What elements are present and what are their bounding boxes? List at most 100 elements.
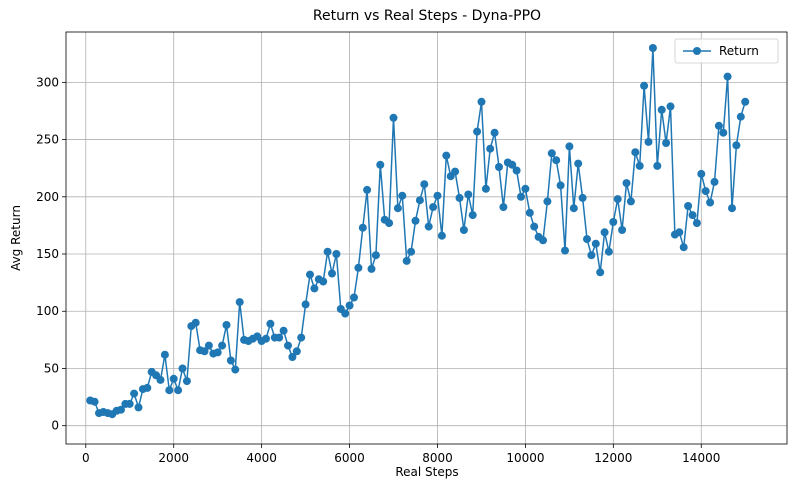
data-point — [618, 226, 627, 234]
data-point — [389, 113, 398, 122]
data-point — [569, 204, 578, 213]
plot-area — [86, 44, 750, 419]
data-point — [156, 375, 165, 384]
data-point — [393, 204, 402, 213]
data-point — [275, 333, 284, 342]
data-point — [262, 334, 270, 343]
data-point — [407, 247, 416, 256]
data-point — [583, 235, 591, 244]
data-point — [679, 243, 688, 252]
data-point — [521, 184, 530, 193]
data-point — [371, 251, 380, 260]
data-point — [266, 319, 275, 328]
data-point — [165, 386, 174, 395]
data-point — [222, 321, 231, 329]
y-axis-label: Avg Return — [9, 205, 23, 271]
data-point — [226, 356, 235, 365]
data-point — [640, 81, 649, 90]
data-point — [609, 218, 618, 226]
data-point — [376, 160, 385, 169]
y-axis-ticks: 0 50 100 150 200 250 300 — [36, 75, 66, 433]
data-point — [596, 268, 605, 277]
data-point — [332, 250, 341, 258]
data-point — [631, 148, 640, 157]
x-tick-label: 10000 — [506, 451, 544, 465]
data-point — [626, 197, 635, 206]
data-point — [477, 97, 486, 106]
data-point — [710, 177, 719, 186]
data-point — [547, 149, 556, 158]
data-point — [653, 161, 662, 170]
data-point — [310, 284, 319, 293]
data-point — [468, 211, 477, 220]
data-point — [622, 179, 631, 188]
x-tick-label: 4000 — [246, 451, 277, 465]
data-point — [578, 193, 587, 202]
x-axis-ticks: 0 2000 4000 6000 8000 10000 12000 14000 — [82, 444, 720, 465]
x-tick-label: 6000 — [334, 451, 365, 465]
x-tick-label: 8000 — [422, 451, 453, 465]
data-point — [429, 203, 438, 212]
data-point — [213, 348, 222, 357]
y-tick-label: 0 — [51, 419, 59, 433]
data-point — [692, 219, 701, 228]
data-point — [306, 270, 314, 279]
data-point — [363, 185, 372, 194]
data-point — [495, 163, 503, 171]
data-point — [433, 191, 442, 200]
legend-box — [674, 38, 779, 64]
data-point — [539, 236, 547, 245]
data-point — [666, 102, 675, 111]
legend: Return — [674, 38, 779, 64]
data-point — [442, 151, 451, 160]
data-point — [561, 246, 569, 255]
x-tick-label: 2000 — [158, 451, 189, 465]
data-point — [565, 142, 574, 151]
y-tick-label: 200 — [36, 190, 59, 204]
data-point — [473, 127, 482, 136]
data-point — [552, 156, 561, 165]
data-point — [543, 197, 552, 206]
data-point — [508, 160, 517, 169]
data-point — [556, 181, 565, 190]
data-point — [684, 202, 693, 210]
data-point — [301, 300, 310, 309]
data-point — [182, 377, 191, 386]
data-point — [499, 203, 508, 212]
data-point — [204, 341, 213, 350]
data-point — [134, 403, 143, 412]
series-line-return — [90, 47, 746, 416]
data-point — [688, 211, 697, 220]
data-point — [235, 298, 244, 307]
data-point — [714, 121, 723, 130]
data-point — [486, 144, 495, 153]
data-point — [736, 112, 745, 121]
data-point — [732, 141, 741, 150]
legend-marker-swatch — [693, 47, 701, 55]
data-point — [130, 389, 139, 398]
data-point — [525, 208, 534, 217]
data-point — [723, 72, 732, 81]
data-point — [662, 139, 671, 147]
y-tick-label: 100 — [36, 304, 59, 318]
data-point — [490, 128, 499, 137]
data-point — [402, 256, 411, 265]
legend-label-return: Return — [719, 44, 759, 58]
data-point — [657, 105, 666, 114]
data-point — [160, 350, 169, 359]
data-point — [530, 222, 539, 231]
data-point — [648, 44, 657, 52]
data-point — [424, 222, 433, 231]
data-point — [481, 184, 490, 193]
data-point — [231, 365, 240, 374]
chart-title: Return vs Real Steps - Dyna-PPO — [313, 8, 541, 24]
data-point — [706, 198, 715, 207]
y-tick-label: 300 — [36, 75, 59, 89]
data-point — [341, 309, 350, 318]
data-point — [354, 263, 363, 272]
data-point — [125, 399, 134, 408]
y-tick-label: 50 — [44, 361, 59, 375]
data-point — [367, 264, 376, 273]
data-point — [117, 405, 125, 414]
x-tick-label: 14000 — [682, 451, 720, 465]
